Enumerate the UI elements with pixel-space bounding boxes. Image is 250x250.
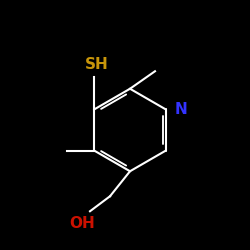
Text: N: N: [174, 102, 187, 117]
Text: OH: OH: [70, 216, 95, 231]
Text: SH: SH: [85, 57, 109, 72]
